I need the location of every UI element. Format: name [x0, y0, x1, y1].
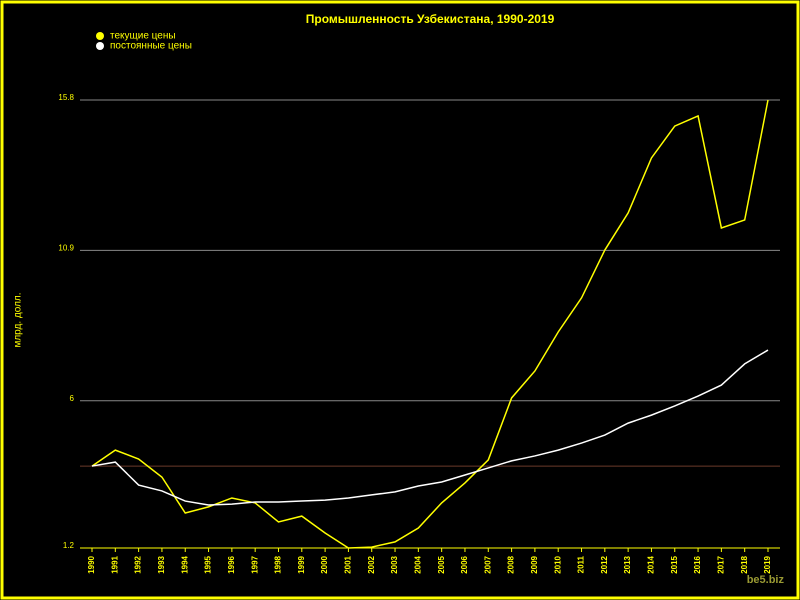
- x-tick-label: 1993: [157, 555, 166, 573]
- x-tick-label: 1990: [87, 555, 96, 573]
- x-tick-label: 2014: [647, 555, 656, 573]
- x-tick-label: 2017: [716, 555, 725, 573]
- series-line: [91, 349, 769, 506]
- legend-label: постоянные цены: [110, 41, 192, 52]
- x-tick-label: 2003: [390, 555, 399, 573]
- x-tick-label: 2019: [763, 555, 772, 573]
- x-tick-label: 2008: [507, 555, 516, 573]
- watermark: be5.biz: [747, 574, 785, 586]
- x-tick-label: 1996: [227, 555, 236, 573]
- x-tick-label: 2001: [344, 555, 353, 573]
- x-tick-label: 2006: [460, 555, 469, 573]
- x-tick-label: 2016: [693, 555, 702, 573]
- x-tick-label: 2002: [367, 555, 376, 573]
- x-tick-label: 1995: [204, 555, 213, 573]
- x-tick-label: 2004: [413, 555, 422, 573]
- x-tick-label: 2000: [320, 555, 329, 573]
- chart-title: Промышленность Узбекистана, 1990-2019: [306, 12, 555, 26]
- y-tick-label: 1.2: [63, 541, 75, 550]
- x-tick-label: 1994: [180, 555, 189, 573]
- x-tick-label: 1999: [297, 555, 306, 573]
- x-tick-label: 1991: [110, 555, 119, 573]
- x-tick-label: 2010: [553, 555, 562, 573]
- x-tick-label: 2011: [577, 555, 586, 573]
- x-tick-label: 1992: [134, 555, 143, 573]
- x-tick-label: 1998: [274, 555, 283, 573]
- y-tick-label: 15.8: [58, 93, 74, 102]
- x-tick-label: 2007: [483, 555, 492, 573]
- x-tick-label: 1997: [250, 555, 259, 573]
- legend-marker: [96, 32, 104, 40]
- y-tick-label: 10.9: [58, 243, 74, 252]
- x-tick-label: 2009: [530, 555, 539, 573]
- x-tick-label: 2012: [600, 555, 609, 573]
- y-axis-label: млрд. долл.: [13, 292, 24, 347]
- series-line: [91, 99, 769, 549]
- legend-label: текущие цены: [110, 31, 176, 42]
- legend-marker: [96, 42, 104, 50]
- x-tick-label: 2018: [740, 555, 749, 573]
- y-tick-label: 6: [70, 394, 75, 403]
- x-tick-label: 2015: [670, 555, 679, 573]
- x-tick-label: 2013: [623, 555, 632, 573]
- x-tick-label: 2005: [437, 555, 446, 573]
